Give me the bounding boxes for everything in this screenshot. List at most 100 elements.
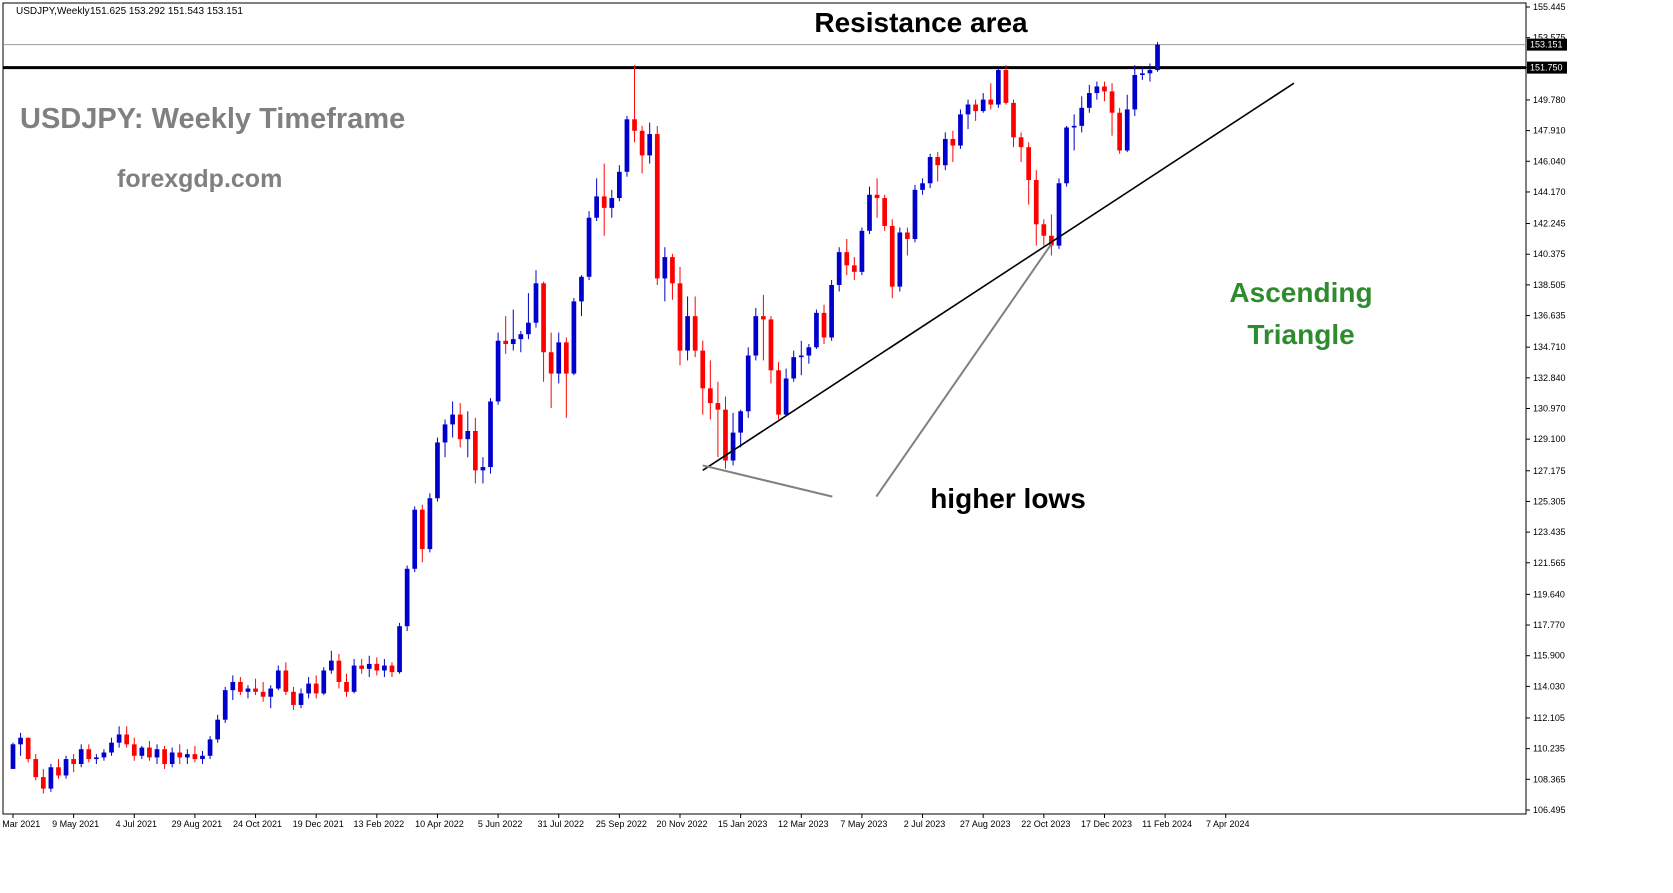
candle-body: [510, 339, 516, 345]
candle: [707, 360, 713, 420]
candle-body: [980, 99, 986, 112]
candle-body: [101, 752, 107, 758]
candle-body: [836, 252, 842, 285]
candle: [33, 754, 39, 781]
candle: [783, 368, 789, 417]
candle: [685, 296, 690, 361]
candle-body: [639, 130, 645, 156]
candle: [617, 165, 622, 202]
price-tick-label: 140.375: [1533, 249, 1566, 259]
candle: [298, 688, 304, 709]
candle: [177, 744, 183, 764]
higher-lows-label: higher lows: [930, 483, 1086, 514]
candle-body: [1094, 86, 1100, 94]
candle: [905, 227, 910, 256]
candle: [579, 275, 584, 317]
time-tick-label: 12 Mar 2023: [778, 819, 829, 829]
candle: [427, 493, 433, 553]
candle: [541, 281, 546, 382]
time-tick-label: 29 Aug 2021: [172, 819, 223, 829]
candle-body: [260, 691, 266, 697]
candle: [207, 736, 213, 760]
candle: [366, 655, 372, 678]
candle-body: [829, 284, 834, 338]
candle-body: [10, 744, 16, 769]
candle-body: [450, 414, 455, 425]
price-tick-label: 149.780: [1533, 95, 1566, 105]
candle: [1086, 84, 1092, 113]
candle: [791, 350, 797, 382]
candle: [412, 506, 418, 573]
candle: [1026, 142, 1032, 205]
candle: [40, 768, 46, 794]
candle-body: [18, 737, 23, 745]
candle-body: [677, 283, 683, 351]
candle-body: [495, 340, 501, 402]
candle: [275, 665, 281, 691]
candle-body: [154, 749, 160, 758]
candle-body: [184, 754, 190, 758]
candle: [662, 247, 668, 302]
candle-body: [397, 626, 402, 673]
price-axis: 155.445 153.575 151.750 149.780 147.910 146.0…: [1526, 2, 1567, 815]
candle: [1011, 99, 1016, 148]
price-tick-label: 108.365: [1533, 774, 1566, 784]
candle: [518, 330, 524, 353]
candle: [647, 122, 653, 164]
candle-body: [730, 432, 736, 461]
candle: [328, 650, 334, 674]
candle: [768, 316, 774, 384]
candle-body: [389, 665, 395, 673]
candle: [131, 737, 137, 761]
candle-body: [1086, 93, 1092, 108]
candle-body: [25, 737, 31, 760]
price-tick-label: 112.105: [1533, 713, 1565, 723]
candle: [1102, 81, 1107, 102]
candle-body: [222, 690, 228, 720]
candle: [912, 184, 918, 243]
time-tick-label: 17 Dec 2023: [1081, 819, 1132, 829]
plot-border: [2, 2, 1527, 815]
candle-body: [1071, 125, 1077, 128]
candle: [889, 219, 895, 299]
candle: [382, 658, 387, 678]
candle: [162, 745, 167, 769]
candle: [200, 750, 205, 764]
candle: [18, 732, 23, 756]
candle: [586, 211, 592, 281]
candle-body: [942, 138, 948, 166]
time-tick-label: 22 Oct 2023: [1021, 819, 1070, 829]
candle: [253, 678, 258, 696]
candle-body: [935, 157, 941, 166]
candle-body: [78, 749, 84, 764]
candle: [86, 744, 92, 763]
candle: [192, 745, 198, 763]
candle-body: [707, 388, 713, 404]
candle-body: [1132, 74, 1138, 110]
candle: [1071, 114, 1077, 151]
price-label: 153.151: [1530, 40, 1563, 50]
candle: [1041, 219, 1047, 246]
time-axis: 14 Mar 2021 9 May 2021 4 Jul 2021 29 Aug 20…: [0, 814, 1250, 829]
candle: [950, 130, 956, 162]
candle-body: [586, 217, 592, 277]
candle: [867, 186, 872, 235]
candle: [184, 749, 190, 764]
price-tick-label: 142.245: [1533, 219, 1566, 229]
candle-body: [715, 403, 721, 410]
candle-body: [761, 316, 766, 320]
candle-body: [351, 665, 357, 692]
candle: [654, 125, 660, 285]
candle: [556, 332, 562, 384]
pattern-label-line2: Triangle: [1247, 319, 1354, 350]
candle-body: [518, 334, 524, 340]
price-label-box: [1527, 61, 1567, 74]
candle: [715, 381, 721, 458]
plot-frame: [2, 2, 1527, 815]
candle-body: [806, 347, 812, 356]
candle-body: [465, 430, 471, 440]
candle-body: [488, 401, 493, 468]
candle: [829, 280, 834, 341]
